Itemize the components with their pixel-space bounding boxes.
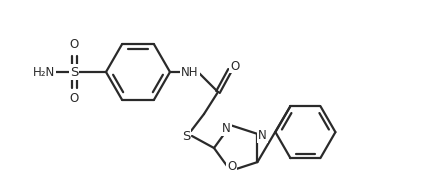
Text: H₂N: H₂N [33,65,55,79]
Text: N: N [258,129,267,142]
Text: O: O [230,59,240,73]
Text: N: N [222,122,231,135]
Text: O: O [227,160,236,173]
Text: O: O [69,92,79,106]
Text: S: S [70,65,78,79]
Text: S: S [182,130,190,142]
Text: NH: NH [181,65,199,79]
Text: O: O [69,38,79,52]
